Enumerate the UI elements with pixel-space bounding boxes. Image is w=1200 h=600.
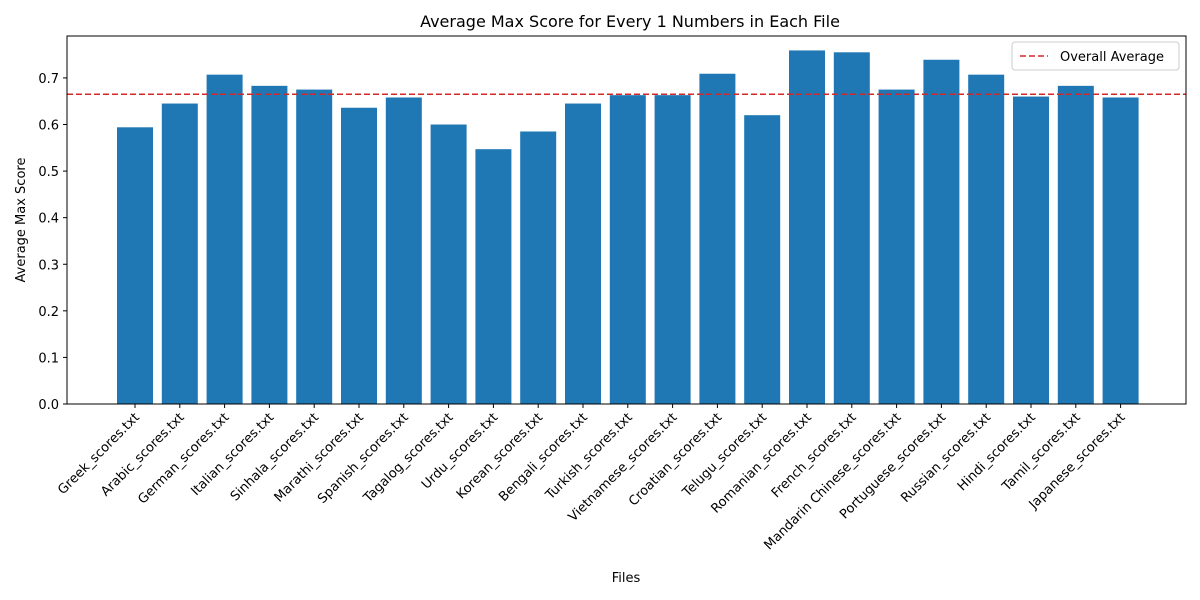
bar [1102, 97, 1139, 405]
bar [206, 74, 243, 404]
bar [878, 89, 915, 404]
bar [1057, 85, 1094, 404]
x-tick-label: Urdu_scores.txt [419, 410, 501, 492]
legend: Overall Average [1011, 41, 1180, 71]
bar [475, 149, 512, 404]
bar [161, 103, 198, 404]
bar [833, 52, 870, 405]
x-axis-ticks: Greek_scores.txtArabic_scores.txtGerman_… [55, 404, 1128, 553]
bar [699, 73, 736, 404]
y-tick-label: 0.5 [38, 165, 59, 180]
bar [520, 131, 557, 405]
bar [654, 95, 691, 404]
legend-box [1011, 41, 1180, 71]
plot-frame [66, 35, 1187, 405]
bars-group [117, 50, 1139, 405]
bar [744, 115, 781, 404]
bar [341, 107, 377, 405]
bar [923, 59, 960, 404]
bar [251, 85, 288, 404]
bar [609, 95, 646, 404]
legend-label: Overall Average [1060, 50, 1164, 65]
y-tick-label: 0.3 [38, 258, 59, 273]
bar [117, 127, 153, 405]
y-tick-label: 0.7 [38, 72, 59, 87]
bar [789, 50, 825, 404]
x-tick-label: Greek_scores.txt [55, 410, 143, 498]
bar [430, 124, 467, 404]
y-axis-label: Average Max Score [14, 158, 29, 283]
x-tick-label: Turkish_scores.txt [542, 410, 635, 503]
y-tick-label: 0.4 [38, 212, 59, 227]
bar [296, 89, 333, 404]
y-tick-label: 0.0 [38, 398, 59, 413]
bar [565, 103, 601, 404]
x-tick-label: Arabic_scores.txt [98, 410, 187, 499]
y-tick-label: 0.6 [38, 119, 59, 134]
bar [1013, 96, 1049, 404]
x-tick-label: French_scores.txt [769, 410, 860, 501]
y-axis-ticks: 0.0 0.1 0.2 0.3 0.4 0.5 0.6 0.7 [38, 72, 67, 413]
x-tick-label: Korean_scores.txt [454, 410, 546, 502]
x-axis-label: Files [612, 571, 641, 586]
bar [385, 97, 422, 405]
x-tick-label: Italian_scores.txt [188, 410, 277, 499]
chart-title: Average Max Score for Every 1 Numbers in… [420, 12, 840, 31]
x-tick-label: Telugu_scores.txt [679, 410, 770, 501]
bar [968, 74, 1005, 404]
x-tick-label: Hindi_scores.txt [955, 410, 1039, 494]
x-tick-label: Tamil_scores.txt [999, 410, 1084, 495]
y-tick-label: 0.1 [38, 351, 59, 366]
y-tick-label: 0.2 [38, 305, 59, 320]
